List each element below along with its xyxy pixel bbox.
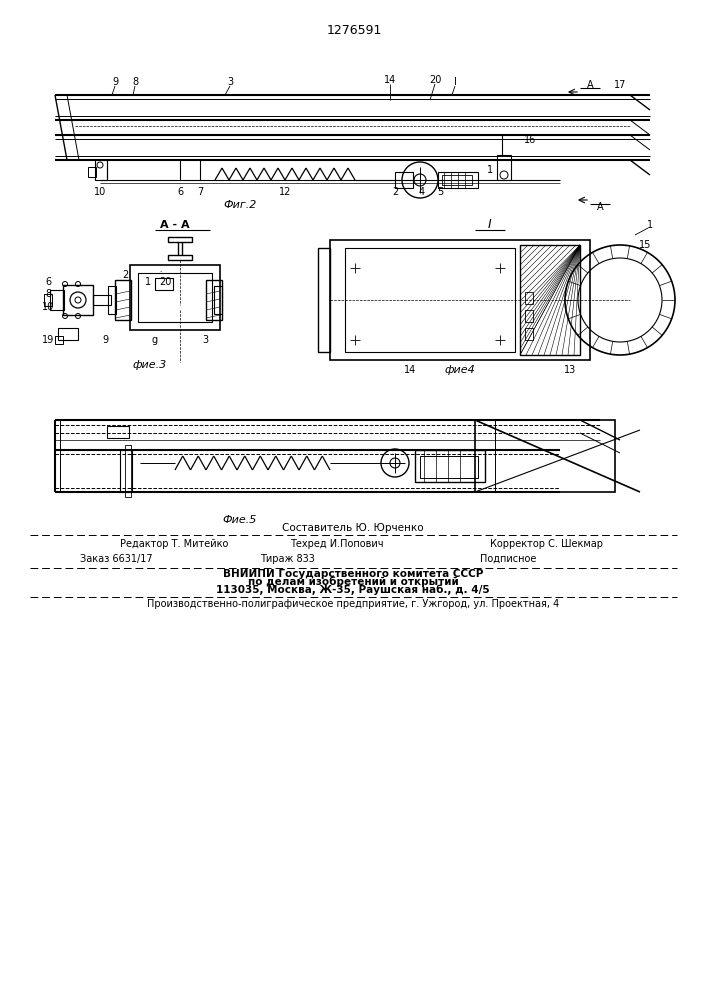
Bar bbox=[115, 280, 131, 320]
Text: 20: 20 bbox=[159, 277, 171, 287]
Bar bbox=[420, 456, 478, 478]
Text: 1: 1 bbox=[145, 277, 151, 287]
Text: фие.3: фие.3 bbox=[133, 360, 167, 370]
Bar bbox=[130, 265, 220, 330]
Text: 8: 8 bbox=[132, 77, 138, 87]
Text: Техред И.Попович: Техред И.Попович bbox=[290, 539, 383, 549]
Text: 9: 9 bbox=[112, 77, 118, 87]
Bar bbox=[525, 328, 533, 340]
Bar bbox=[95, 160, 107, 180]
Text: 5: 5 bbox=[437, 187, 443, 197]
Text: 1: 1 bbox=[487, 165, 493, 175]
Bar bbox=[93, 295, 111, 305]
Text: ВНИИПИ Государственного комитета СССР: ВНИИПИ Государственного комитета СССР bbox=[223, 569, 483, 579]
Text: .: . bbox=[159, 267, 161, 273]
Text: 10: 10 bbox=[94, 187, 106, 197]
Text: 14: 14 bbox=[404, 365, 416, 375]
Text: 2: 2 bbox=[122, 270, 128, 280]
Text: g: g bbox=[152, 335, 158, 345]
Bar bbox=[475, 420, 615, 492]
Text: по делам изобретений и открытий: по делам изобретений и открытий bbox=[247, 577, 458, 587]
Bar bbox=[168, 237, 192, 242]
Text: Производственно-полиграфическое предприятие, г. Ужгород, ул. Проектная, 4: Производственно-полиграфическое предприя… bbox=[147, 599, 559, 609]
Bar bbox=[345, 248, 515, 352]
Bar bbox=[214, 286, 222, 314]
Text: A: A bbox=[597, 202, 603, 212]
Bar bbox=[55, 336, 63, 344]
Text: Тираж 833: Тираж 833 bbox=[260, 554, 315, 564]
Text: 113035, Москва, Ж-35, Раушская наб., д. 4/5: 113035, Москва, Ж-35, Раушская наб., д. … bbox=[216, 585, 490, 595]
Text: 12: 12 bbox=[279, 187, 291, 197]
Text: 4: 4 bbox=[419, 187, 425, 197]
Text: 3: 3 bbox=[227, 77, 233, 87]
Bar bbox=[138, 273, 212, 322]
Text: I: I bbox=[488, 219, 492, 232]
Bar bbox=[318, 248, 330, 352]
Bar bbox=[50, 290, 64, 310]
Text: 1: 1 bbox=[647, 220, 653, 230]
Text: 20: 20 bbox=[429, 75, 441, 85]
Text: A - A: A - A bbox=[160, 220, 189, 230]
Text: 7: 7 bbox=[197, 187, 203, 197]
Text: 17: 17 bbox=[614, 80, 626, 90]
Bar bbox=[415, 450, 485, 482]
Bar bbox=[206, 280, 222, 320]
Text: Заказ 6631/17: Заказ 6631/17 bbox=[80, 554, 153, 564]
Text: 2: 2 bbox=[392, 187, 398, 197]
Bar bbox=[44, 294, 52, 306]
Bar bbox=[120, 450, 132, 492]
Bar bbox=[438, 172, 478, 188]
Text: 15: 15 bbox=[639, 240, 651, 250]
Text: Фие.5: Фие.5 bbox=[223, 515, 257, 525]
Bar bbox=[125, 445, 131, 497]
Bar bbox=[88, 167, 96, 177]
Text: 9: 9 bbox=[102, 335, 108, 345]
Text: Редактор Т. Митейко: Редактор Т. Митейко bbox=[120, 539, 228, 549]
Bar bbox=[168, 255, 192, 260]
Bar bbox=[497, 155, 511, 180]
Bar bbox=[63, 285, 93, 315]
Text: Фиг.2: Фиг.2 bbox=[223, 200, 257, 210]
Bar bbox=[155, 278, 173, 290]
Bar bbox=[58, 328, 78, 340]
Text: 6: 6 bbox=[45, 277, 51, 287]
Text: A: A bbox=[587, 80, 593, 90]
Text: фие4: фие4 bbox=[445, 365, 475, 375]
Bar bbox=[395, 172, 413, 188]
Text: 6: 6 bbox=[177, 187, 183, 197]
Text: 10: 10 bbox=[42, 302, 54, 312]
Bar bbox=[330, 240, 590, 360]
Bar bbox=[108, 286, 116, 314]
Text: 1276591: 1276591 bbox=[327, 23, 382, 36]
Text: Корректор С. Шекмар: Корректор С. Шекмар bbox=[490, 539, 603, 549]
Text: I: I bbox=[454, 77, 457, 87]
Text: Составитель Ю. Юрченко: Составитель Ю. Юрченко bbox=[282, 523, 423, 533]
Text: 13: 13 bbox=[564, 365, 576, 375]
Bar bbox=[525, 292, 533, 304]
Bar bbox=[520, 245, 580, 355]
Bar bbox=[525, 310, 533, 322]
Text: Подписное: Подписное bbox=[480, 554, 537, 564]
Text: 3: 3 bbox=[202, 335, 208, 345]
Bar bbox=[442, 175, 472, 185]
Bar bbox=[107, 426, 129, 438]
Text: 19: 19 bbox=[42, 335, 54, 345]
Text: 16: 16 bbox=[524, 135, 536, 145]
Text: 14: 14 bbox=[384, 75, 396, 85]
Text: 8: 8 bbox=[45, 289, 51, 299]
